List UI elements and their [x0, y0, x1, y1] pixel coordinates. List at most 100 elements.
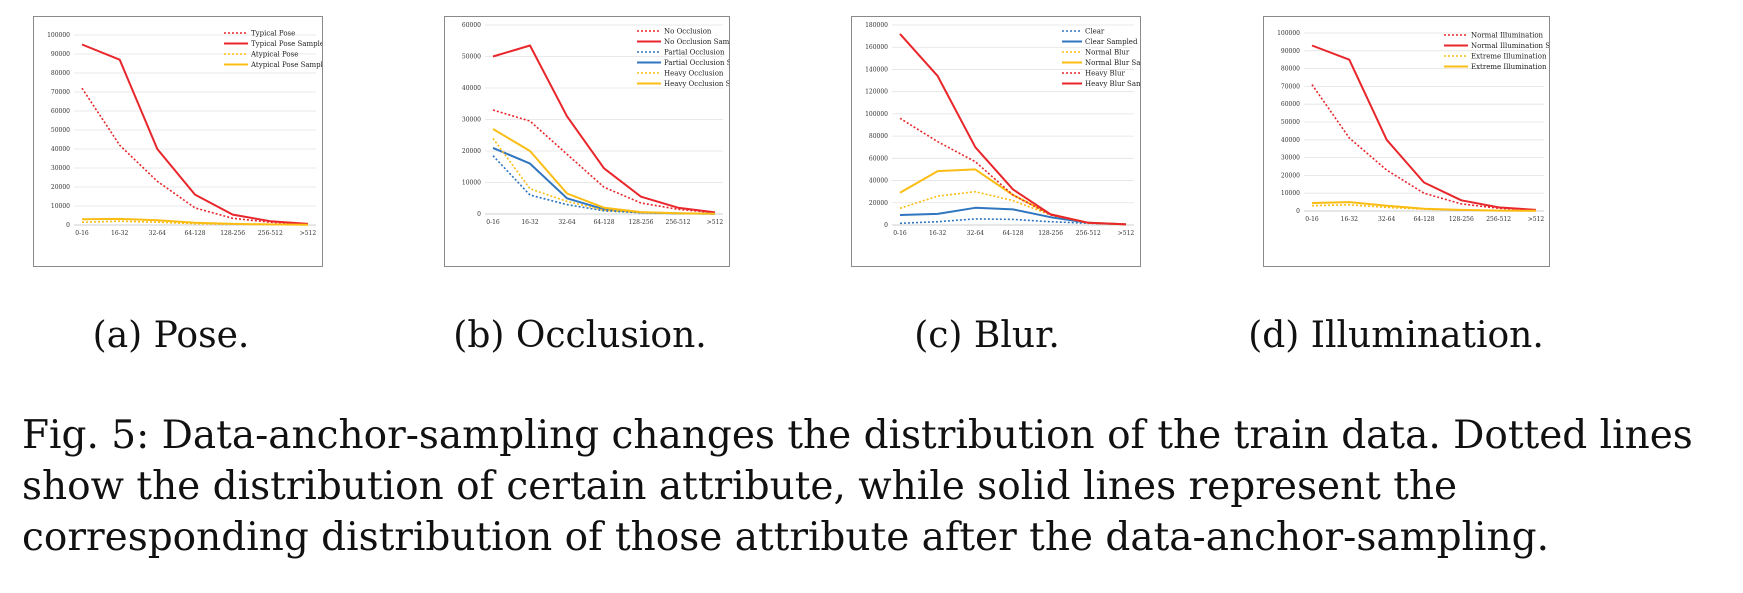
- legend-label: Normal Blur Sampled: [1085, 59, 1140, 67]
- legend-label: Typical Pose Sampled: [251, 40, 322, 48]
- x-tick-label: 16-32: [521, 219, 538, 226]
- x-tick-label: 16-32: [929, 230, 946, 237]
- legend-label: Heavy Occlusion: [664, 70, 724, 78]
- y-tick-label: 140000: [865, 66, 888, 73]
- subcaption-pose: (a) Pose.: [92, 315, 250, 356]
- figure-caption: Fig. 5: Data-anchor-sampling changes the…: [22, 410, 1722, 563]
- subcaption-illumination: (d) Illumination.: [1248, 315, 1544, 356]
- series-line: [81, 217, 309, 226]
- y-tick-label: 40000: [869, 178, 888, 185]
- series-line: [81, 87, 309, 225]
- x-tick-label: 0-16: [893, 230, 907, 237]
- series-line: [492, 44, 716, 214]
- x-tick-label: 16-32: [111, 230, 128, 237]
- legend-label: Heavy Blur Sampled: [1085, 80, 1140, 88]
- series-line: [899, 168, 1127, 226]
- y-tick-label: 40000: [1281, 137, 1300, 144]
- y-tick-label: 40000: [51, 146, 70, 153]
- series-line: [899, 190, 1127, 226]
- x-tick-label: >512: [707, 219, 724, 226]
- y-tick-label: 0: [66, 222, 70, 229]
- series-line: [899, 117, 1127, 226]
- x-tick-label: 64-128: [184, 230, 205, 237]
- x-tick-label: 256-512: [1486, 216, 1511, 223]
- legend-label: Clear Sampled: [1085, 38, 1138, 46]
- legend-label: Typical Pose: [251, 30, 295, 38]
- y-tick-label: 160000: [865, 44, 888, 51]
- line-chart-svg: 0 10000 20000 30000 40000 50000 60000 0-16 16-32…: [462, 22, 729, 226]
- x-tick-label: 32-64: [149, 230, 166, 237]
- legend-label: No Occlusion: [664, 28, 712, 36]
- y-tick-label: 10000: [51, 203, 70, 210]
- y-tick-label: 90000: [51, 51, 70, 58]
- y-tick-label: 20000: [869, 200, 888, 207]
- y-tick-label: 70000: [51, 89, 70, 96]
- x-tick-label: 16-32: [1341, 216, 1358, 223]
- y-tick-label: 120000: [865, 89, 888, 96]
- y-tick-label: 20000: [51, 184, 70, 191]
- y-tick-label: 100000: [47, 32, 70, 39]
- x-tick-label: >512: [1118, 230, 1135, 237]
- x-tick-label: 32-64: [1378, 216, 1395, 223]
- x-tick-label: 0-16: [75, 230, 89, 237]
- x-tick-label: 0-16: [486, 219, 500, 226]
- x-tick-label: 32-64: [967, 230, 984, 237]
- legend-label: No Occlusion Sampled: [664, 38, 729, 46]
- series-line: [492, 109, 716, 214]
- legend-label: Atypical Pose: [250, 51, 298, 59]
- line-chart-svg: 0 10000 20000 30000 40000 50000 60000 70000 8000…: [1277, 30, 1549, 223]
- series-line: [1311, 84, 1537, 211]
- y-tick-label: 80000: [1281, 66, 1300, 73]
- y-tick-label: 30000: [1281, 155, 1300, 162]
- legend-label: Normal Blur: [1085, 49, 1130, 57]
- legend-label: Heavy Occlusion Sampled: [664, 80, 729, 88]
- series-line: [81, 43, 309, 225]
- y-tick-label: 0: [477, 211, 481, 218]
- x-tick-label: >512: [1528, 216, 1545, 223]
- x-tick-label: 128-256: [1449, 216, 1474, 223]
- y-tick-label: 40000: [462, 85, 481, 92]
- legend-label: Partial Occlusion: [664, 49, 725, 57]
- y-tick-label: 180000: [865, 22, 888, 29]
- line-chart-svg: 0 20000 40000 60000 80000 100000 120000 140000 1…: [865, 22, 1140, 237]
- x-tick-label: 128-256: [629, 219, 654, 226]
- x-tick-label: 256-512: [666, 219, 691, 226]
- x-tick-label: 32-64: [558, 219, 575, 226]
- x-tick-label: 256-512: [258, 230, 283, 237]
- legend-label: Normal Illumination Sampled: [1471, 42, 1549, 50]
- subcaption-blur: (c) Blur.: [914, 315, 1060, 356]
- y-tick-label: 90000: [1281, 48, 1300, 55]
- y-tick-label: 10000: [462, 180, 481, 187]
- y-tick-label: 10000: [1281, 190, 1300, 197]
- y-tick-label: 50000: [1281, 119, 1300, 126]
- series-line: [1311, 201, 1537, 212]
- subcaption-occlusion: (b) Occlusion.: [453, 315, 707, 356]
- y-tick-label: 100000: [1277, 30, 1300, 37]
- x-tick-label: 128-256: [1038, 230, 1063, 237]
- legend-label: Extreme Illumination: [1471, 53, 1547, 61]
- y-tick-label: 20000: [462, 148, 481, 155]
- figure-caption-text: Data-anchor-sampling changes the distrib…: [22, 413, 1693, 560]
- y-tick-label: 80000: [51, 70, 70, 77]
- y-tick-label: 100000: [865, 111, 888, 118]
- x-tick-label: 128-256: [220, 230, 245, 237]
- y-tick-label: 0: [1296, 208, 1300, 215]
- x-tick-label: 64-128: [1413, 216, 1434, 223]
- series-line: [492, 155, 716, 215]
- series-line: [492, 128, 716, 215]
- series-line: [1311, 44, 1537, 211]
- y-tick-label: 60000: [1281, 101, 1300, 108]
- y-tick-label: 80000: [869, 133, 888, 140]
- chart-panel-occlusion: 0 10000 20000 30000 40000 50000 60000 0-16 16-32…: [444, 16, 730, 267]
- legend-label: Atypical Pose Sampled: [250, 61, 322, 69]
- y-tick-label: 60000: [51, 108, 70, 115]
- y-tick-label: 20000: [1281, 172, 1300, 179]
- y-tick-label: 30000: [51, 165, 70, 172]
- y-tick-label: 50000: [462, 54, 481, 61]
- line-chart-svg: 0 10000 20000 30000 40000 50000 60000 70000 8000…: [47, 30, 322, 238]
- legend-label: Extreme Illumination Sampled: [1471, 63, 1549, 71]
- legend-label: Heavy Blur: [1085, 70, 1125, 78]
- chart-panel-illumination: 0 10000 20000 30000 40000 50000 60000 70000 8000…: [1263, 16, 1550, 267]
- y-tick-label: 0: [884, 222, 888, 229]
- legend-label: Clear: [1085, 28, 1105, 36]
